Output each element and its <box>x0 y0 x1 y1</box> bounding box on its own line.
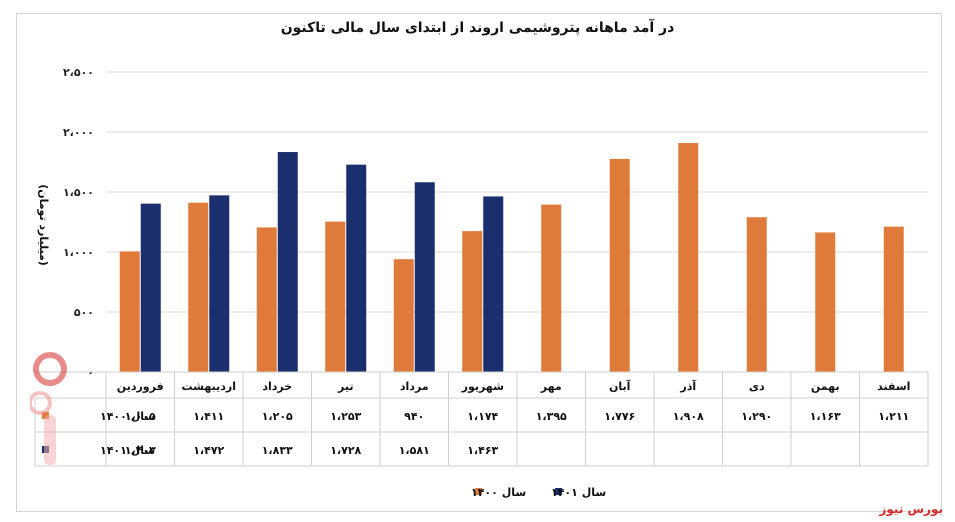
bar-1401 <box>140 203 161 372</box>
data-label: ۱،۵۸۱ <box>399 444 430 457</box>
category-label: اسفند <box>877 380 910 393</box>
data-label: ۱،۱۷۴ <box>467 410 498 423</box>
category-label: آبان <box>609 379 631 393</box>
bar-1400 <box>325 221 346 372</box>
bars <box>119 143 904 372</box>
y-tick-label: ۱،۰۰۰ <box>63 246 94 259</box>
bar-1400 <box>188 202 209 372</box>
bar-1400 <box>462 231 483 372</box>
data-label: ۹۴۰ <box>404 410 424 423</box>
bar-1400 <box>541 204 562 372</box>
gridlines <box>106 71 928 373</box>
category-label: بهمن <box>811 380 840 393</box>
bar-1400 <box>815 232 836 372</box>
bar-1400 <box>393 259 414 372</box>
y-tick-label: ۲،۰۰۰ <box>63 126 94 139</box>
bar-1400 <box>256 227 277 372</box>
data-label: ۱،۲۱۱ <box>878 410 909 423</box>
bar-1401 <box>209 195 230 372</box>
y-tick-label: ۲،۵۰۰ <box>63 66 94 79</box>
category-label: مرداد <box>400 380 429 393</box>
data-label: ۱،۸۳۳ <box>262 444 293 457</box>
bar-1401 <box>277 152 298 372</box>
bar-1400 <box>746 217 767 372</box>
data-table: فروردین اردیبهشت خرداد تیر مرداد شهریور مهر آبا… <box>34 371 929 467</box>
data-label: ۱،۱۶۳ <box>810 410 841 423</box>
legend: سال ۱۴۰۱ سال ۱۴۰۰ <box>471 486 606 499</box>
data-label: ۱،۲۰۵ <box>262 410 293 423</box>
series-name: سال ۱۴۰۱ <box>100 444 155 457</box>
legend-swatch <box>475 488 482 495</box>
bar-1401 <box>346 164 367 372</box>
data-label: ۱،۳۹۵ <box>536 410 567 423</box>
data-label: ۱،۴۱۱ <box>193 410 224 423</box>
data-label: ۱،۲۵۳ <box>330 410 361 423</box>
category-label: فروردین <box>117 380 164 393</box>
y-axis-label: (میلیارد تومان) <box>37 184 50 266</box>
y-tick-label: ۵۰۰ <box>74 306 94 319</box>
category-label: خرداد <box>262 380 292 393</box>
category-label: دی <box>749 380 765 393</box>
bar-1400 <box>119 251 140 372</box>
watermark-logo <box>30 352 67 465</box>
bar-1400 <box>609 158 630 372</box>
source-label: بورس نیوز <box>879 502 943 516</box>
data-label: ۱،۴۶۳ <box>467 444 498 457</box>
legend-label: سال ۱۴۰۰ <box>471 486 526 499</box>
data-label: ۱،۹۰۸ <box>673 410 704 423</box>
data-label: ۱،۴۰۳ <box>125 444 156 457</box>
bar-1401 <box>414 182 435 372</box>
legend-swatch <box>555 488 562 495</box>
data-label: ۱،۷۷۶ <box>604 410 635 423</box>
category-label: مهر <box>540 380 562 393</box>
data-label: ۱،۴۷۲ <box>193 444 224 457</box>
category-label: شهریور <box>461 380 504 393</box>
chart-title: در آمد ماهانه پتروشیمی اروند از ابتدای س… <box>280 20 675 36</box>
bar-1400 <box>678 143 699 372</box>
y-tick-label: ۱،۵۰۰ <box>63 186 94 199</box>
data-label: ۱،۲۹۰ <box>741 410 772 423</box>
series-name: سال ۱۴۰۰ <box>100 410 155 423</box>
bar-1401 <box>483 196 504 372</box>
category-label: تیر <box>337 380 353 393</box>
bar-1400 <box>883 226 904 372</box>
legend-label: سال ۱۴۰۱ <box>551 486 606 499</box>
data-label: ۱،۷۲۸ <box>330 444 361 457</box>
category-label: اردیبهشت <box>182 380 236 393</box>
category-label: آذر <box>679 379 696 393</box>
data-label: ۱،۰۰۵ <box>125 410 156 423</box>
table-swatch <box>42 412 49 419</box>
